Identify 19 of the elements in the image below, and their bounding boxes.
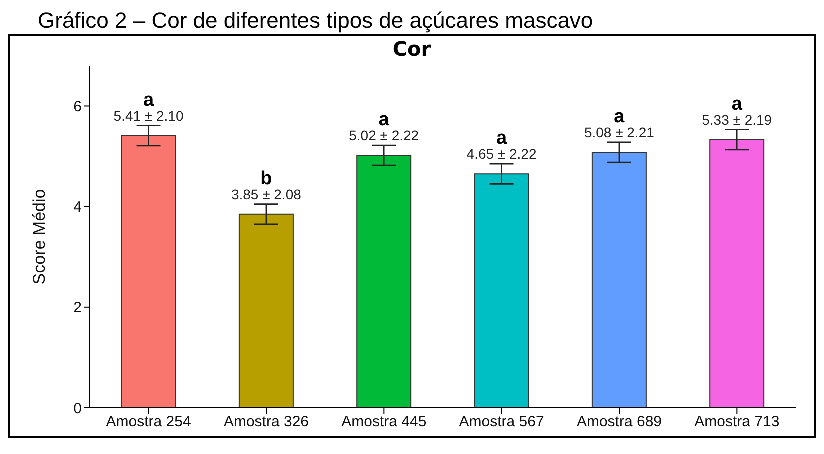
x-tick-label: Amostra 445 <box>342 414 427 431</box>
chart-title: Gráfico 2 – Cor de diferentes tipos de açúcares mascavo <box>37 8 594 34</box>
bar <box>592 152 647 408</box>
bar <box>121 135 176 408</box>
y-tick-label: 6 <box>74 98 82 116</box>
bar <box>474 174 530 408</box>
bar <box>238 214 294 408</box>
x-tick-label: Amostra 713 <box>694 414 780 431</box>
x-tick-label: Amostra 326 <box>224 414 310 431</box>
y-tick-label: 2 <box>74 300 82 317</box>
bar <box>356 155 412 408</box>
y-axis-title: Score Médio <box>30 189 50 285</box>
bar <box>710 139 765 408</box>
x-tick-label: Amostra 689 <box>576 414 662 431</box>
x-tick-label: Amostra 254 <box>106 414 192 431</box>
y-tick-label: 4 <box>74 199 82 216</box>
y-tick-label: 0 <box>74 400 82 418</box>
chart-subtitle: Cor <box>392 37 432 61</box>
x-tick-label: Amostra 567 <box>459 414 544 431</box>
